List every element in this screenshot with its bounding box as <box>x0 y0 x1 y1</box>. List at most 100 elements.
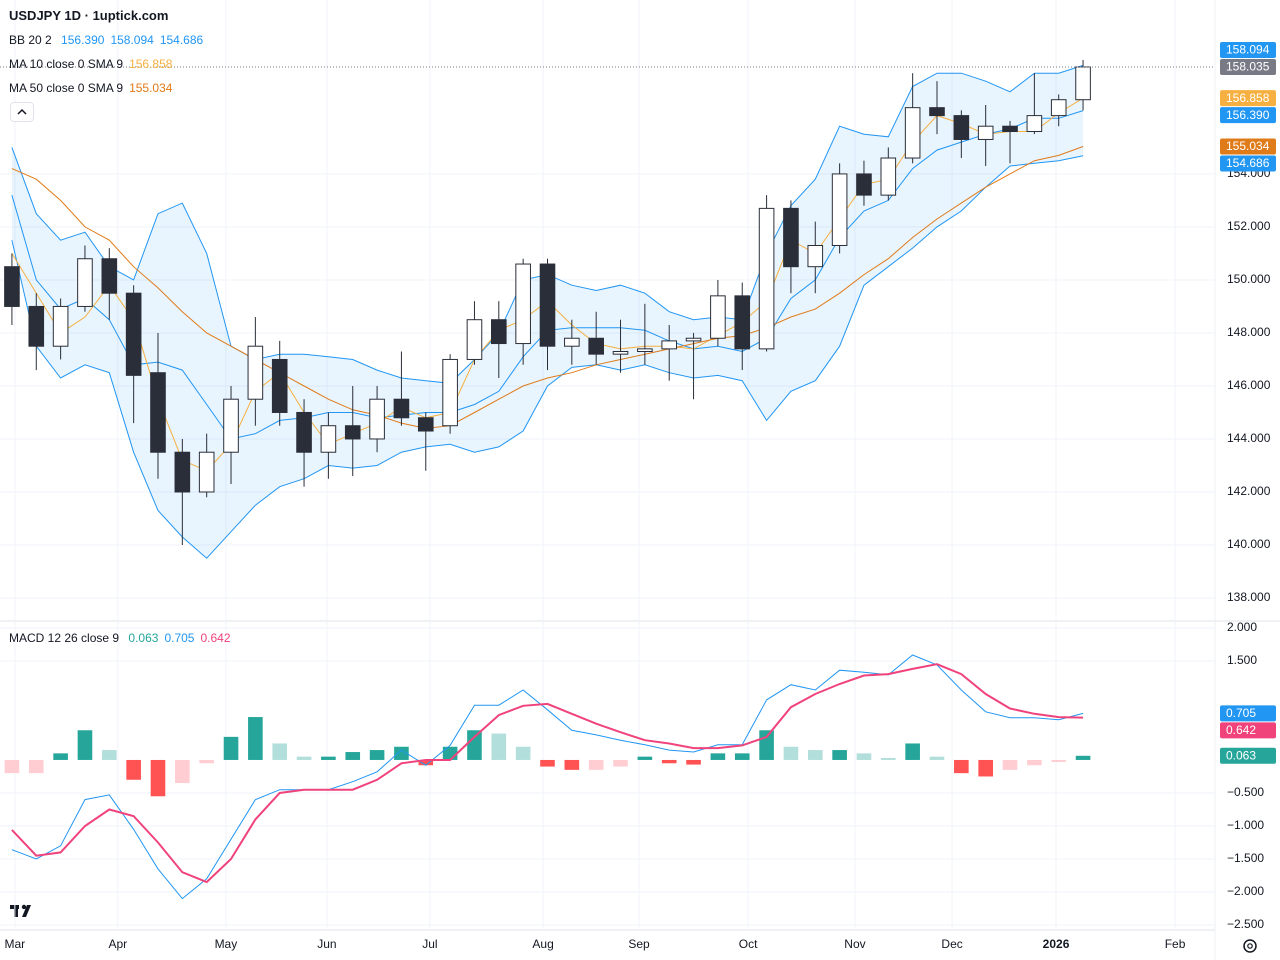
candle-body <box>1050 99 1067 117</box>
histogram-bar <box>832 750 847 760</box>
histogram-bar <box>613 759 628 767</box>
price-badge: 158.035 <box>1220 58 1276 75</box>
price-badge: 155.034 <box>1220 138 1276 155</box>
collapse-icon <box>17 108 27 115</box>
histogram-bar <box>734 753 750 760</box>
candle-body <box>977 125 994 140</box>
x-tick-label: Dec <box>941 937 962 951</box>
histogram-bar <box>954 759 969 774</box>
histogram-bar <box>223 736 239 760</box>
candle-body <box>271 358 288 413</box>
candle-body <box>296 411 312 453</box>
candle-body <box>1075 66 1091 101</box>
histogram-bar <box>881 757 896 760</box>
x-tick-label: 2026 <box>1043 937 1070 951</box>
candle-body <box>491 319 507 345</box>
candle-body <box>515 263 531 345</box>
candle-body <box>466 319 483 360</box>
signal-line <box>11 663 1084 884</box>
ma-line <box>11 146 1084 429</box>
candle-body <box>831 173 848 246</box>
candle-body <box>880 157 897 196</box>
tv-logo <box>10 904 31 917</box>
ma50-legend: MA 50 close 0 SMA 9 155.034 <box>9 81 178 95</box>
macd-label: MACD 12 26 close 9 <box>9 631 120 645</box>
y-tick-label: 152.000 <box>1227 219 1271 233</box>
candle-body <box>588 337 604 355</box>
badge-box <box>1220 747 1276 764</box>
badge-box <box>1220 138 1276 155</box>
bb-lower <box>11 155 1084 559</box>
histogram-bar <box>1051 759 1067 762</box>
histogram-bar <box>28 759 44 774</box>
badge-label: 155.034 <box>1226 139 1270 153</box>
histogram-bar <box>296 756 312 760</box>
candle-body <box>417 417 434 432</box>
candle-body <box>174 451 191 493</box>
macd-hist-value: 0.063 <box>128 631 159 645</box>
price-badge: 156.390 <box>1220 107 1276 124</box>
histogram-bar <box>4 759 20 774</box>
ma-value: 155.034 <box>129 81 173 95</box>
histogram-bar <box>175 759 190 784</box>
histogram-bar <box>126 759 141 780</box>
candle-body <box>904 107 921 159</box>
y-tick-label: −1.000 <box>1227 818 1264 832</box>
badge-label: 156.858 <box>1226 91 1270 105</box>
badge-label: 154.686 <box>1226 156 1270 170</box>
histogram-bar <box>564 759 580 770</box>
collapse-button[interactable] <box>10 102 34 122</box>
candle-body <box>369 398 385 440</box>
histogram-bar <box>1027 759 1042 766</box>
y-tick-label: 150.000 <box>1227 272 1271 286</box>
candle-body <box>320 425 337 453</box>
badge-box <box>1220 90 1276 107</box>
bb-legend: BB 20 2 156.390 158.094 154.686 <box>9 33 209 47</box>
candle-body <box>758 207 775 350</box>
price-badge: 154.686 <box>1220 155 1276 172</box>
histogram-bar <box>369 750 385 760</box>
y-tick-label: 1.500 <box>1227 653 1257 667</box>
candle-body <box>783 207 799 268</box>
candle-body <box>710 295 726 339</box>
candle-body <box>77 258 93 307</box>
x-tick-label: Feb <box>1165 937 1186 951</box>
candle-body <box>28 305 45 347</box>
candle-body <box>442 358 458 427</box>
y-tick-label: −1.500 <box>1227 851 1264 865</box>
histogram-bar <box>1075 755 1091 760</box>
candle-body <box>223 398 239 453</box>
x-tick-label: Oct <box>739 937 758 951</box>
signal-value: 0.642 <box>200 631 231 645</box>
x-tick-label: Jun <box>317 937 336 951</box>
grid-layer <box>0 0 1215 930</box>
candle-body <box>807 244 824 268</box>
histogram-bar <box>515 746 531 760</box>
x-tick-label: Sep <box>628 937 650 951</box>
histogram-bar <box>418 759 434 766</box>
price-badge: 0.063 <box>1220 747 1276 764</box>
y-tick-label: 142.000 <box>1227 484 1271 498</box>
macd-line <box>11 654 1084 900</box>
histogram-bar <box>53 753 68 760</box>
histogram-bar <box>978 759 993 777</box>
histogram-bar <box>272 743 288 760</box>
y-tick-label: −0.500 <box>1227 785 1264 799</box>
badge-label: 0.705 <box>1226 706 1256 720</box>
candle-body <box>612 351 629 355</box>
candle-body <box>1002 125 1018 133</box>
histogram-bar <box>467 730 482 760</box>
candle-body <box>953 115 970 140</box>
settings-icon[interactable] <box>1243 939 1257 953</box>
candle-body <box>539 263 556 347</box>
badge-box <box>1220 107 1276 124</box>
y-tick-label: 138.000 <box>1227 590 1271 604</box>
badge-box <box>1220 41 1276 58</box>
candle-body <box>929 107 945 117</box>
histogram-bar <box>710 753 726 760</box>
histogram-bar <box>102 750 117 760</box>
histogram-bar <box>759 730 774 760</box>
histogram-bar <box>540 759 555 767</box>
candle-body <box>4 266 20 307</box>
y-tick-label: 144.000 <box>1227 431 1271 445</box>
